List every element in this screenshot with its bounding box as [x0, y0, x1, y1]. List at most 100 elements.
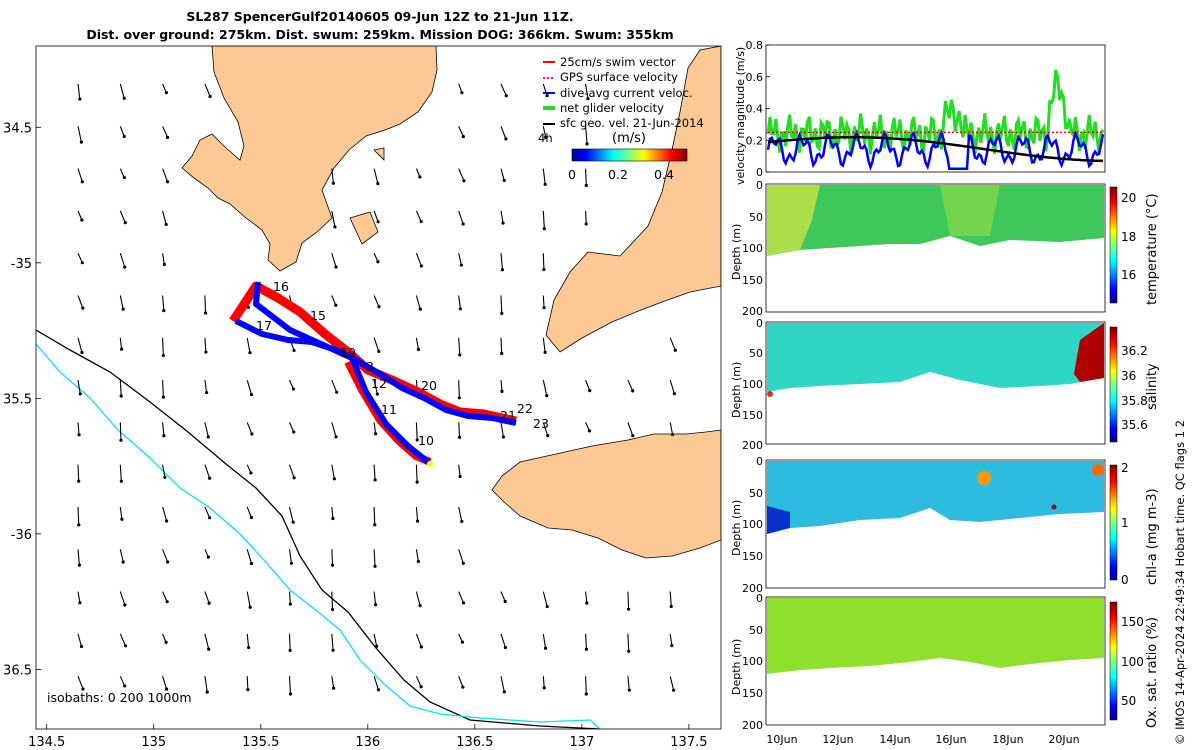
- svg-text:50: 50: [749, 347, 763, 360]
- velocity-vector: [77, 295, 85, 310]
- temperature-warm-patch: [767, 185, 820, 256]
- velocity-vector: [119, 295, 125, 311]
- velocity-vector: [288, 591, 292, 606]
- chla-cbar-label: chl-a (mg m-3): [1145, 488, 1160, 585]
- day-label: 20: [421, 378, 437, 393]
- colorbar-title: (m/s): [612, 131, 646, 146]
- svg-text:150: 150: [742, 274, 763, 287]
- velocity-vector: [542, 210, 546, 231]
- oxygen-colorbar-ticks: 150 100 50: [1121, 615, 1144, 708]
- velocity-vector: [542, 126, 548, 139]
- velocity-vector: [162, 549, 170, 564]
- velocity-vector: [162, 464, 167, 479]
- svg-text:net glider velocity: net glider velocity: [560, 101, 664, 115]
- velocity-vector: [542, 168, 547, 186]
- velocity-vector: [669, 379, 676, 396]
- svg-text:0: 0: [1121, 573, 1129, 587]
- svg-text:1: 1: [1121, 516, 1129, 530]
- velocity-vector: [458, 168, 466, 183]
- map-y-tick-label: 36.5: [3, 663, 32, 678]
- velocity-vector: [669, 676, 676, 692]
- map-x-tick-label: 137.5: [670, 735, 707, 750]
- velocity-vector: [415, 633, 423, 649]
- salinity-low-point: [767, 391, 773, 397]
- velocity-vector: [331, 422, 338, 439]
- velocity-y-axis: 0.8 0.6 0.4 0.2 0: [746, 39, 770, 179]
- velocity-y-tick-label: 0.4: [746, 103, 764, 116]
- svg-text:sfc geo. vel. 21-Jun-2014: sfc geo. vel. 21-Jun-2014: [560, 116, 704, 130]
- map-x-tick-label: 137: [569, 735, 594, 750]
- velocity-vector: [119, 380, 123, 398]
- svg-text:25cm/s swim vector: 25cm/s swim vector: [560, 55, 676, 69]
- oxygen-section: [767, 598, 1104, 674]
- time-tick-label: 10Jun: [766, 733, 797, 746]
- velocity-vector: [373, 464, 377, 482]
- velocity-vector: [77, 126, 84, 144]
- velocity-vector: [373, 549, 377, 568]
- temperature-colorbar-ticks: 20 18 16: [1121, 191, 1136, 282]
- svg-text:150: 150: [742, 687, 763, 700]
- velocity-vector: [119, 506, 124, 521]
- land-areas: [181, 46, 721, 559]
- velocity-vector: [204, 549, 210, 559]
- velocity-vector: [669, 337, 677, 352]
- velocity-vector: [288, 506, 295, 524]
- temperature-colorbar: [1109, 186, 1118, 304]
- track-blue-currents: [234, 318, 517, 426]
- chla-peak-2: [1092, 464, 1104, 476]
- velocity-vector: [585, 83, 590, 101]
- legend-item-gps: GPS surface velocity: [543, 70, 678, 84]
- speed-colorbar-tick-label: 0.4: [654, 167, 674, 182]
- velocity-vector: [162, 422, 166, 438]
- velocity-vector: [162, 126, 170, 139]
- velocity-vector: [330, 591, 335, 612]
- velocity-vector: [669, 422, 675, 437]
- velocity-ylabel: velocity magnitude (m/s): [734, 47, 747, 185]
- chart-title-line1: SL287 SpencerGulf20140605 09-Jun 12Z to …: [186, 9, 574, 24]
- velocity-vector: [77, 83, 82, 101]
- velocity-vector: [458, 464, 462, 479]
- velocity-vector: [584, 633, 589, 651]
- velocity-vector: [246, 379, 254, 397]
- velocity-y-tick-label: 0.8: [746, 39, 764, 52]
- velocity-vector: [415, 675, 423, 689]
- velocity-vector: [458, 591, 466, 605]
- velocity-panel: 0.8 0.6 0.4 0.2 0 velocity magnitude (m/s): [734, 39, 1106, 185]
- svg-text:0: 0: [756, 592, 763, 605]
- salinity-section: [767, 323, 1104, 392]
- map-x-tick-label: 135.5: [242, 735, 279, 750]
- velocity-vector: [415, 210, 423, 224]
- svg-text:200: 200: [742, 719, 763, 732]
- velocity-vector: [162, 591, 169, 604]
- velocity-vector: [542, 83, 549, 98]
- velocity-vector: [246, 506, 254, 520]
- svg-text:150: 150: [1121, 615, 1144, 629]
- velocity-vector: [204, 506, 212, 520]
- velocity-vector: [500, 295, 504, 315]
- velocity-vector: [542, 422, 550, 438]
- velocity-vector: [77, 252, 84, 265]
- surface-velocity-vectors: [77, 83, 677, 696]
- velocity-vector: [500, 253, 505, 272]
- day-label: 15: [310, 308, 326, 323]
- salinity-high-patch: [1074, 323, 1104, 382]
- velocity-y-tick-label: 0: [756, 166, 763, 179]
- velocity-vector: [330, 549, 335, 567]
- velocity-vector: [204, 633, 211, 651]
- velocity-vector: [119, 422, 123, 442]
- velocity-vector: [458, 253, 463, 267]
- velocity-vector: [331, 676, 336, 690]
- velocity-vector: [584, 676, 588, 696]
- island-2: [373, 147, 385, 161]
- temperature-section: [767, 185, 1104, 256]
- velocity-vector: [77, 591, 82, 605]
- velocity-vector: [162, 633, 168, 644]
- velocity-vector: [415, 252, 424, 268]
- day-label: 22: [517, 401, 533, 416]
- svg-text:100: 100: [1121, 655, 1144, 669]
- chla-y-axis: 0 50 100 150 200: [742, 455, 763, 595]
- eyre-peninsula-land: [181, 46, 438, 272]
- velocity-vector: [415, 506, 420, 523]
- velocity-vector: [119, 633, 128, 648]
- day-labels: 16 15 17 19 3 12 20 11 21 22 23 10: [256, 279, 549, 448]
